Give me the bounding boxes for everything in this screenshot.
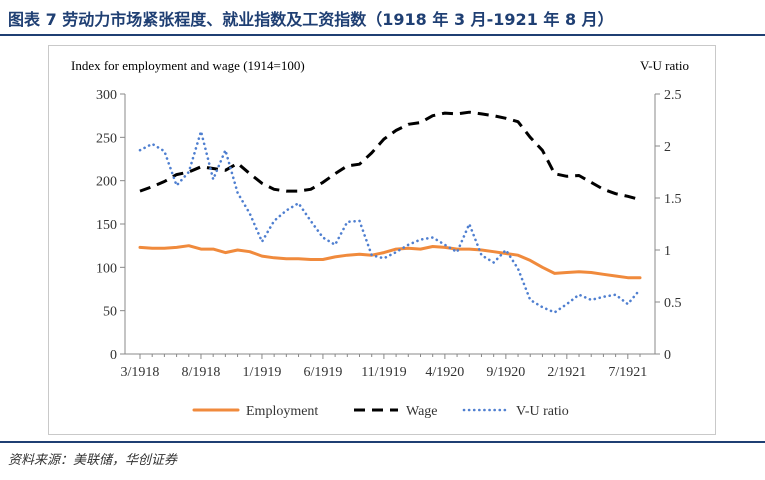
left-tick-label: 200 — [96, 175, 117, 190]
axes: 0 50 100 150 200 250 300 0 0.5 1 1.5 2 2.5 3/1918 8/19… — [96, 88, 682, 380]
left-axis-label: Index for employment and wage (1914=100) — [71, 58, 305, 73]
x-tick-label: 7/1921 — [608, 365, 647, 380]
page-title: 图表 7 劳动力市场紧张程度、就业指数及工资指数（1918 年 3 月-1921… — [8, 10, 614, 29]
x-tick-label: 8/1918 — [182, 365, 221, 380]
x-tick-label: 3/1918 — [121, 365, 160, 380]
chart-svg: Index for employment and wage (1914=100)… — [71, 58, 689, 419]
left-tick-label: 150 — [96, 218, 117, 233]
legend: Employment Wage V-U ratio — [192, 404, 569, 419]
x-tick-label: 2/1921 — [547, 365, 586, 380]
left-tick-label: 50 — [103, 305, 117, 320]
left-tick-label: 100 — [96, 261, 117, 276]
right-tick-label: 0 — [664, 348, 671, 363]
right-axis-label: V-U ratio — [640, 58, 689, 73]
series-line-employment — [138, 244, 642, 280]
source-note: 资料来源：美联储，华创证券 — [8, 453, 178, 468]
right-tick-label: 1 — [664, 244, 671, 259]
x-tick-label: 6/1919 — [303, 365, 342, 380]
legend-label: V-U ratio — [516, 404, 569, 419]
chart-panel: Index for employment and wage (1914=100)… — [48, 45, 716, 435]
series-line-wage — [139, 110, 641, 202]
series-line-v-u-ratio — [138, 130, 642, 314]
legend-label: Employment — [246, 404, 318, 419]
x-tick-label: 4/1920 — [425, 365, 464, 380]
right-tick-label: 0.5 — [664, 296, 682, 311]
legend-label: Wage — [406, 404, 438, 419]
left-tick-label: 0 — [110, 348, 117, 363]
right-tick-label: 2.5 — [664, 88, 682, 103]
left-tick-label: 250 — [96, 131, 117, 146]
right-tick-label: 1.5 — [664, 192, 682, 207]
x-tick-label: 9/1920 — [486, 365, 525, 380]
bottom-divider — [0, 441, 765, 443]
x-tick-label: 1/1919 — [243, 365, 282, 380]
left-tick-label: 300 — [96, 88, 117, 103]
top-divider — [0, 34, 765, 36]
right-tick-label: 2 — [664, 140, 671, 155]
x-tick-label: 11/1919 — [361, 365, 406, 380]
series-layer — [138, 110, 642, 314]
